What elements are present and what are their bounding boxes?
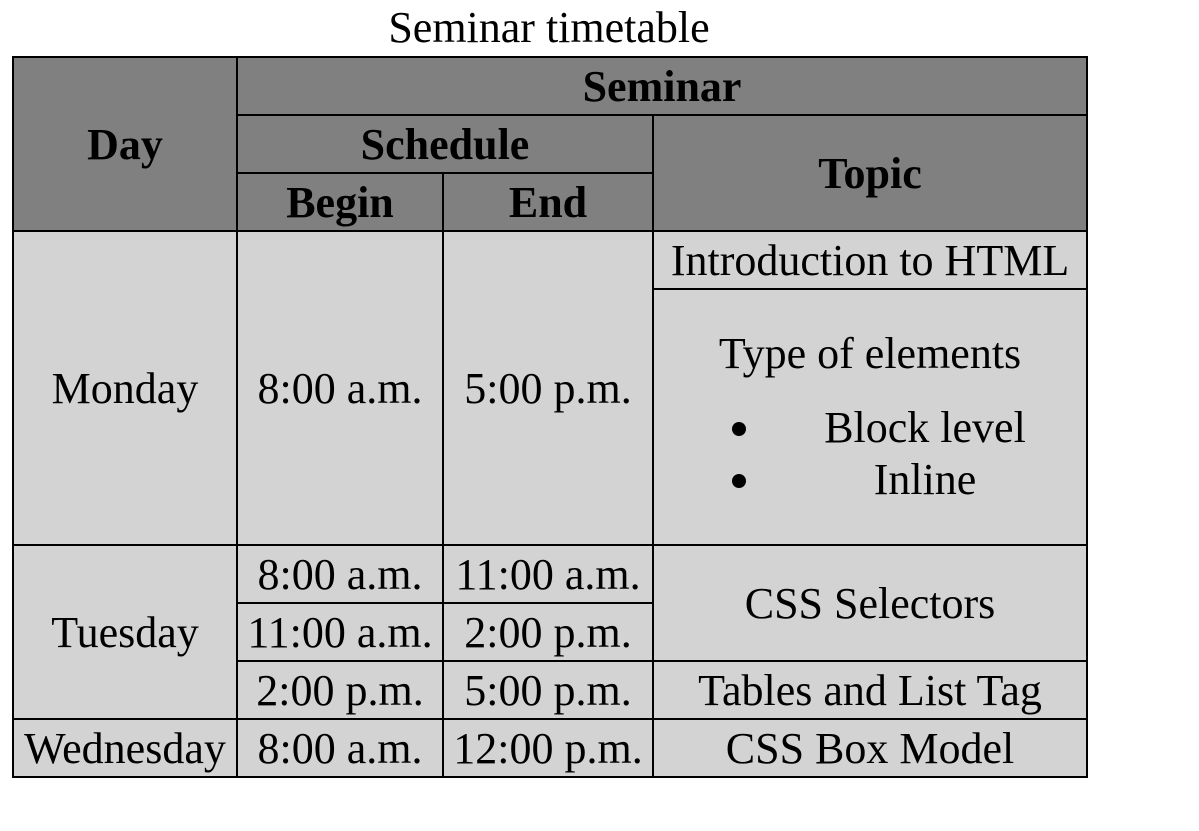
bullet-icon: [732, 474, 746, 488]
seminar-timetable: Day Seminar Schedule Topic Begin End Mon…: [12, 56, 1089, 778]
table-row: Tuesday 8:00 a.m. 11:00 a.m. CSS Selecto…: [12, 544, 1089, 720]
table-row: 11:00 a.m. 2:00 p.m.: [13, 602, 1087, 662]
list-item: Block level: [655, 402, 1085, 454]
day-cell-monday: Monday: [12, 230, 238, 546]
begin-cell: 8:00 a.m.: [236, 230, 444, 546]
topic-cell: CSS Box Model: [651, 718, 1089, 778]
header-begin: Begin: [236, 172, 444, 232]
topic-cell-elements: Type of elements Block level Inline: [651, 288, 1089, 546]
header-row-2: Schedule Topic: [13, 114, 1089, 232]
end-cell: 5:00 p.m.: [442, 230, 654, 546]
table-row: Monday 8:00 a.m. 5:00 p.m. Introduction …: [12, 230, 1089, 546]
list-item-label: Inline: [873, 455, 977, 504]
table-row: Wednesday 8:00 a.m. 12:00 p.m. CSS Box M…: [12, 718, 1089, 778]
header-seminar: Seminar: [235, 56, 1089, 116]
end-cell: 12:00 p.m.: [442, 718, 654, 778]
topic-list: Block level Inline: [655, 402, 1085, 506]
bullet-icon: [732, 422, 746, 436]
header-row-1: Day Seminar: [12, 56, 1089, 232]
begin-cell: 11:00 a.m.: [236, 602, 444, 662]
topic-cell: Introduction to HTML: [651, 230, 1089, 290]
begin-cell: 8:00 a.m.: [236, 718, 444, 778]
day-cell-wednesday: Wednesday: [12, 718, 238, 778]
header-topic: Topic: [651, 114, 1089, 232]
end-cell: 2:00 p.m.: [442, 602, 654, 662]
topic-title: Type of elements: [718, 329, 1022, 378]
header-end: End: [442, 172, 654, 232]
begin-cell: 8:00 a.m.: [236, 544, 444, 604]
list-item: Inline: [655, 454, 1085, 506]
day-cell-tuesday: Tuesday: [12, 544, 238, 720]
list-item-label: Block level: [824, 403, 1026, 452]
header-row-3: Begin End: [13, 172, 1087, 232]
begin-cell: 2:00 p.m.: [236, 660, 444, 720]
end-cell: 5:00 p.m.: [442, 660, 654, 720]
table-row: Type of elements Block level Inline: [13, 288, 1089, 546]
table-caption: Seminar timetable: [388, 3, 710, 52]
topic-cell: CSS Selectors: [651, 544, 1089, 662]
table-row: 2:00 p.m. 5:00 p.m. Tables and List Tag: [13, 660, 1089, 720]
header-schedule: Schedule: [236, 114, 654, 174]
header-day: Day: [12, 56, 238, 232]
end-cell: 11:00 a.m.: [442, 544, 654, 604]
topic-cell: Tables and List Tag: [651, 660, 1089, 720]
